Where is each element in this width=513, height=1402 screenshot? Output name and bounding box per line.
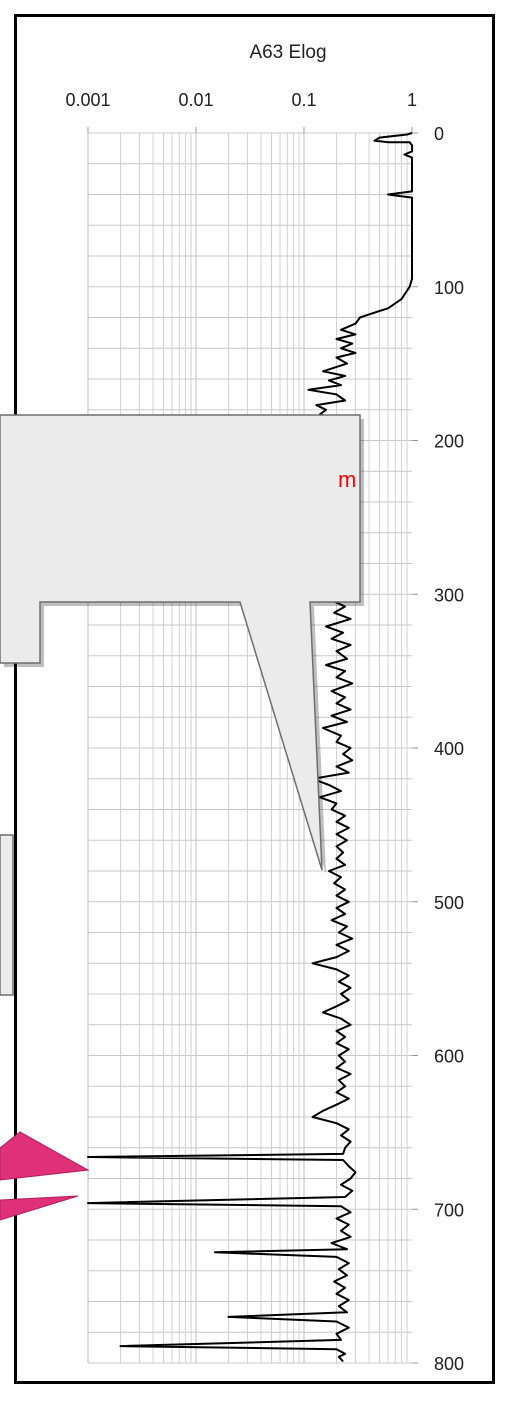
y-tick-label: 100 [434, 278, 464, 298]
frame-left-border [14, 14, 17, 1384]
y-tick-label: 700 [434, 1200, 464, 1220]
y-tick-label: 800 [434, 1354, 464, 1374]
callout-text: m [338, 467, 356, 492]
y-tick-labels: 0 100 200 300 400 500 600 700 800 [434, 124, 464, 1374]
y-tick-label: 300 [434, 585, 464, 605]
y-tick-label: 0 [434, 124, 444, 144]
x-tick-labels: 0.001 0.01 0.1 1 [65, 90, 417, 110]
y-tick-label: 600 [434, 1047, 464, 1067]
grid-lines [87, 127, 418, 1364]
y-tick-label: 400 [434, 739, 464, 759]
frame-bottom-border [14, 1381, 495, 1384]
y-tick-label: 200 [434, 432, 464, 452]
series-group [87, 132, 413, 1363]
x-tick-label: 0.1 [291, 90, 316, 110]
x-tick-label: 0.001 [65, 90, 110, 110]
x-tick-label: 0.01 [178, 90, 213, 110]
gray-callout: m [0, 414, 364, 874]
series-line [87, 132, 413, 1363]
chart-title: A63 Elog [249, 42, 326, 63]
y-tick-label: 500 [434, 893, 464, 913]
pink-arrow-2 [0, 1195, 79, 1221]
frame-right-border [492, 14, 495, 1384]
gray-box-2 [0, 834, 14, 996]
frame-top-border [14, 14, 495, 17]
pink-arrow-1 [0, 1131, 90, 1181]
x-tick-label: 1 [407, 90, 417, 110]
